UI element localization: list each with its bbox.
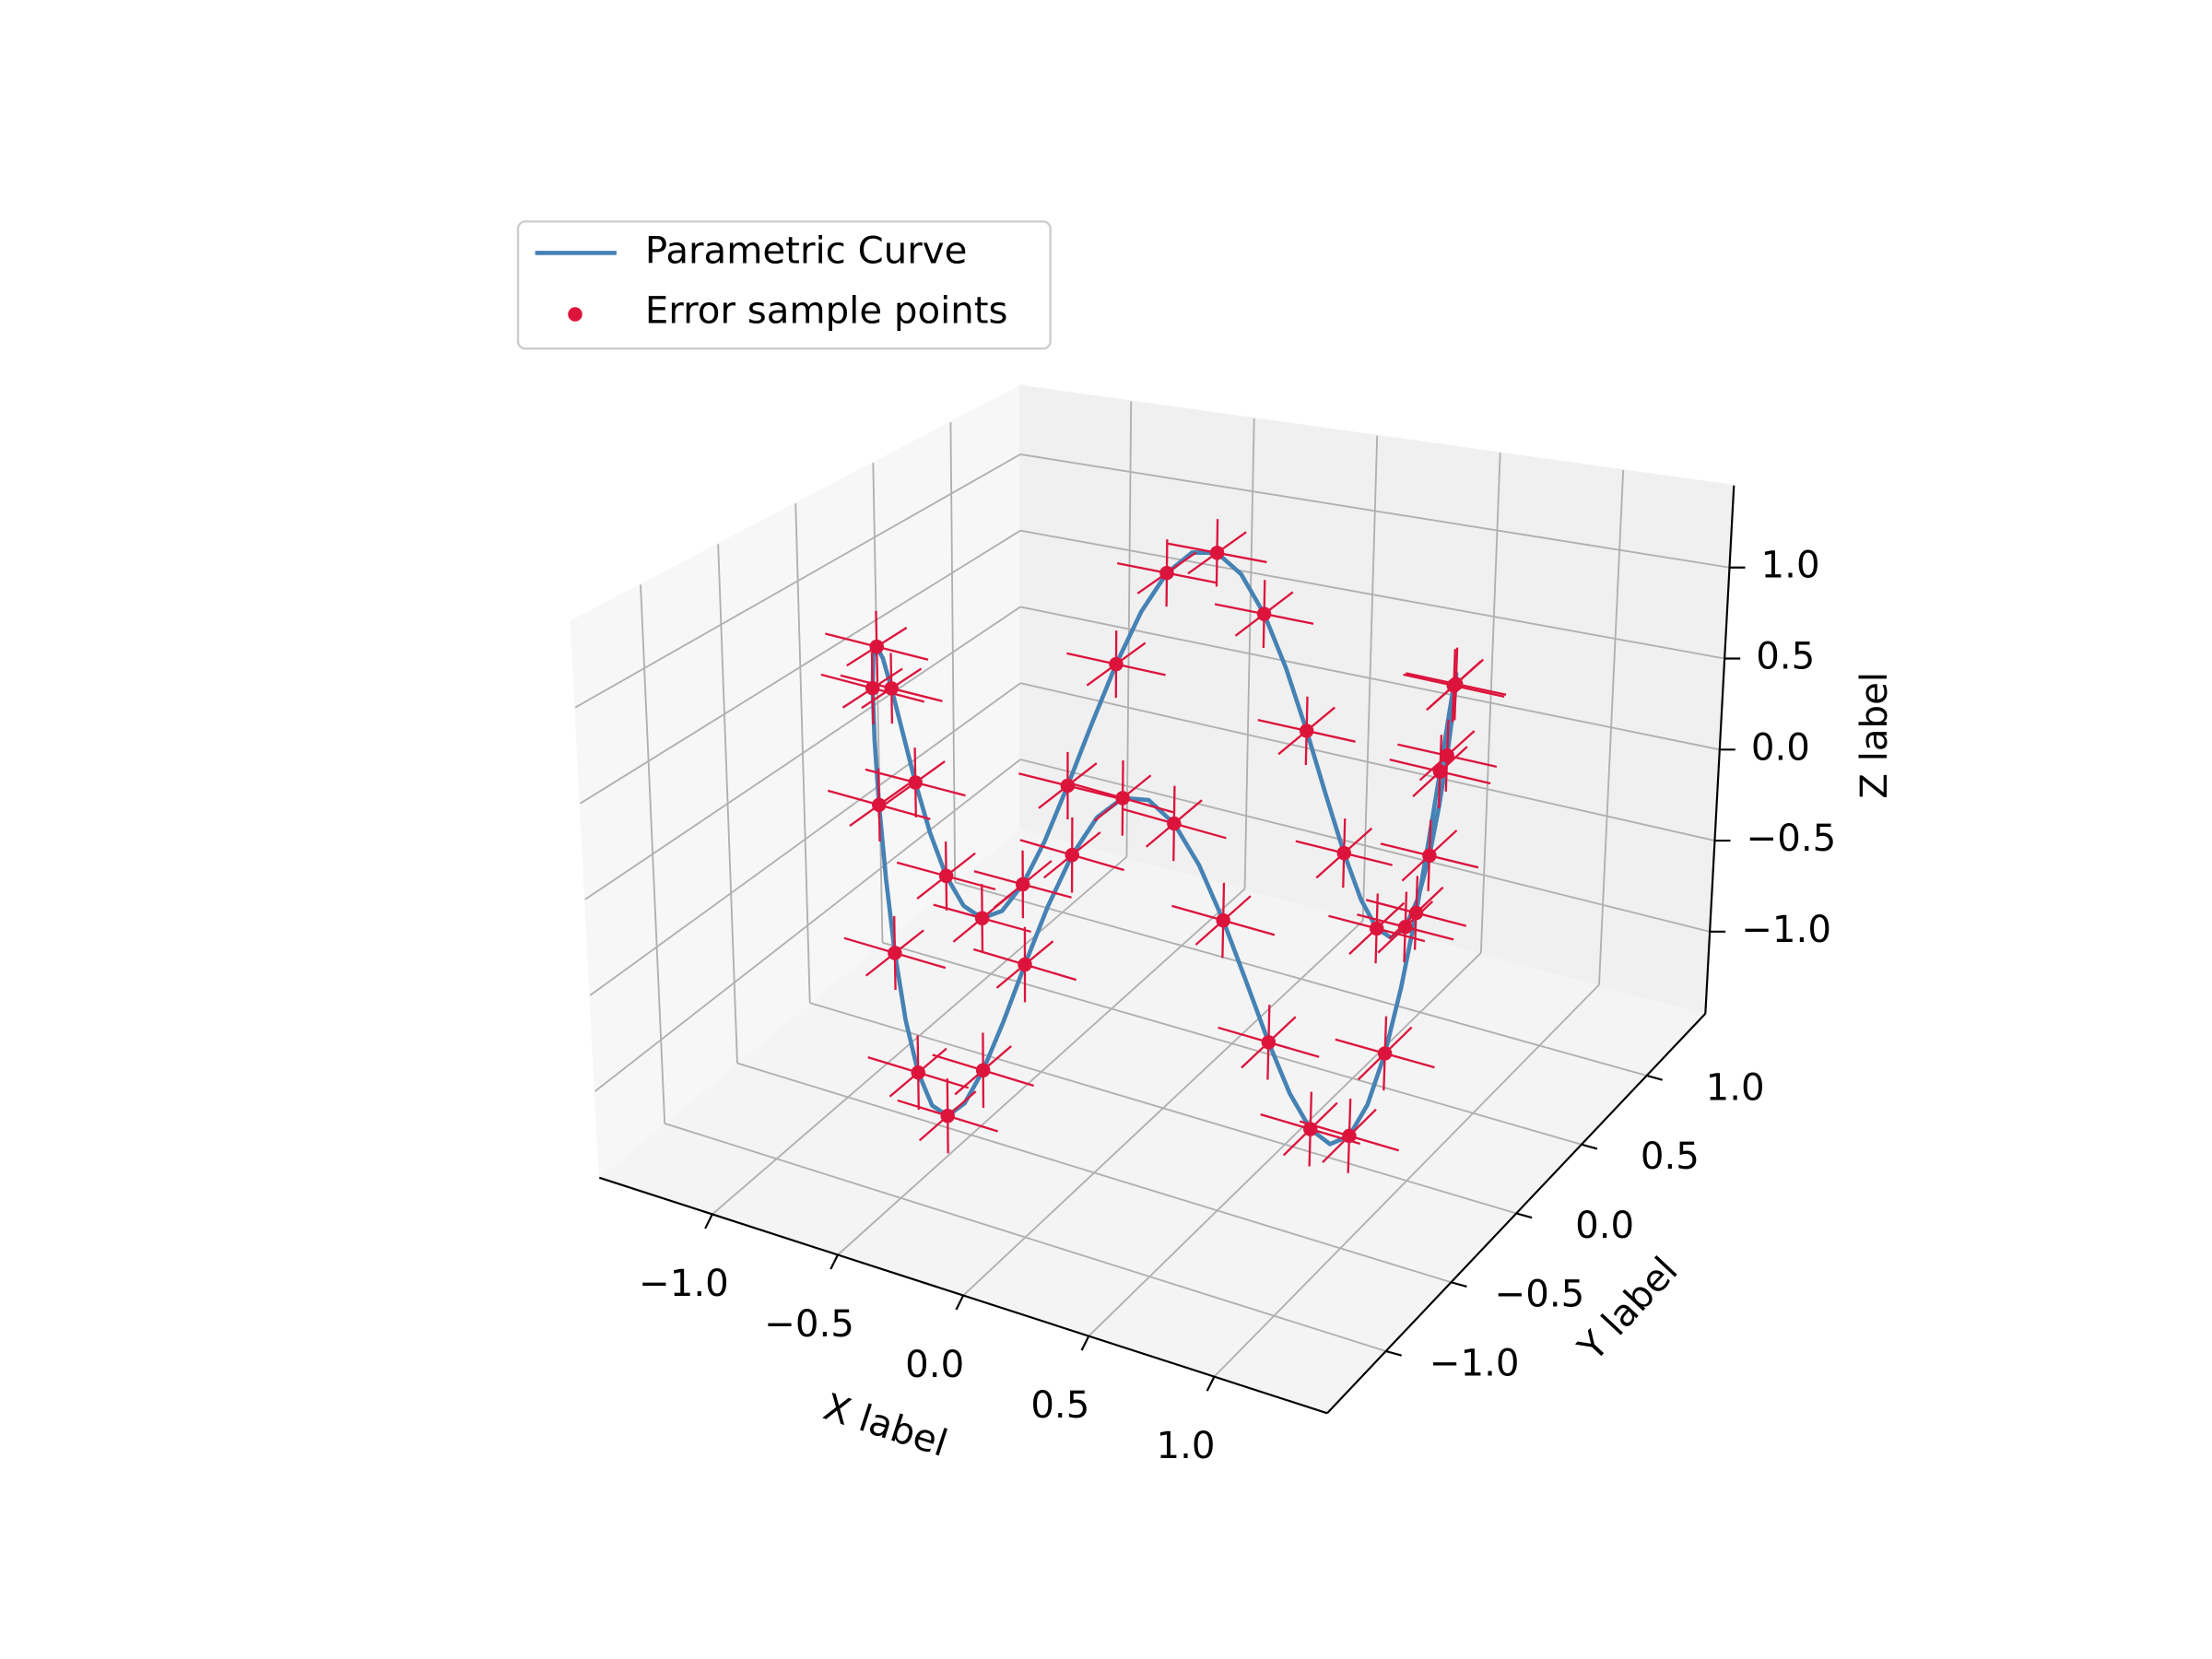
sample-point <box>872 797 887 813</box>
z-tick-label: −1.0 <box>1741 909 1831 951</box>
legend-box <box>516 220 1052 350</box>
sample-point <box>938 868 954 884</box>
x-tick-label: 0.0 <box>905 1344 964 1386</box>
y-tick-label: 0.0 <box>1575 1205 1634 1247</box>
sample-point <box>884 681 899 696</box>
sample-point <box>1422 848 1437 864</box>
sample-point <box>1256 606 1272 621</box>
y-tick-label: −1.0 <box>1430 1342 1520 1384</box>
sample-point <box>1060 778 1076 794</box>
sample-point <box>1216 912 1230 928</box>
sample-point <box>974 911 990 926</box>
y-tick <box>1581 1143 1598 1150</box>
sample-point <box>1377 1046 1393 1061</box>
x-tick-label: −1.0 <box>639 1263 729 1305</box>
grid-line <box>809 1002 1517 1215</box>
sample-point <box>1065 847 1079 863</box>
grid-line <box>589 682 1021 996</box>
y-tick <box>1385 1349 1402 1357</box>
legend: Parametric Curve Error sample points <box>516 220 1052 350</box>
sample-point <box>1299 724 1314 738</box>
z-tick-label: −0.5 <box>1747 818 1837 860</box>
sample-point <box>1209 546 1225 560</box>
sample-point <box>1342 1128 1357 1144</box>
axes: −1.0−0.50.00.51.0−1.0−0.50.00.51.0−1.0−0… <box>598 485 1837 1467</box>
x-tick <box>704 1213 713 1230</box>
sample-point <box>1397 920 1413 935</box>
sample-point <box>940 1108 955 1124</box>
x-tick <box>1080 1335 1090 1351</box>
sample-point <box>1448 677 1464 691</box>
sample-point <box>911 1065 925 1080</box>
y-tick-label: 0.5 <box>1641 1135 1700 1178</box>
y-tick <box>1646 1074 1663 1081</box>
sample-point <box>975 1063 991 1077</box>
legend-label: Parametric Curve <box>645 229 968 272</box>
sample-point <box>1261 1035 1277 1050</box>
sample-point <box>1440 748 1454 763</box>
x-tick-label: 0.5 <box>1030 1384 1089 1427</box>
grid-line <box>1019 453 1730 569</box>
grid-line <box>1019 606 1720 751</box>
grid-line <box>580 529 1021 805</box>
grid-line <box>1019 682 1715 841</box>
sample-point <box>869 639 884 654</box>
sample-point <box>1167 816 1182 831</box>
sample-point <box>865 680 880 696</box>
grid <box>574 401 1730 1378</box>
sample-point <box>1115 791 1130 806</box>
grid-line <box>594 759 1021 1092</box>
grid-line <box>664 1123 1386 1352</box>
z-tick-label: 1.0 <box>1761 545 1820 587</box>
grid-line <box>1019 529 1725 660</box>
x-tick <box>1206 1376 1216 1392</box>
x-tick-label: −0.5 <box>764 1303 854 1346</box>
y-tick-label: −0.5 <box>1495 1274 1585 1316</box>
legend-label: Error sample points <box>645 289 1008 332</box>
y-tick-label: 1.0 <box>1706 1067 1765 1110</box>
sample-point <box>1336 845 1351 861</box>
x-tick <box>955 1295 965 1311</box>
grid-line <box>584 606 1021 900</box>
x-tick-label: 1.0 <box>1156 1425 1215 1467</box>
sample-point <box>1369 921 1384 936</box>
sample-point <box>1303 1122 1318 1136</box>
sample-point <box>1109 656 1124 672</box>
sample-point <box>888 946 902 960</box>
x-tick <box>830 1254 839 1270</box>
sample-point <box>908 775 923 790</box>
y-tick <box>1515 1212 1533 1219</box>
grid-line <box>882 941 1583 1146</box>
sample-point <box>1015 877 1030 892</box>
y-tick <box>1451 1281 1467 1288</box>
legend-swatch <box>568 307 582 322</box>
sample-point <box>1408 905 1424 921</box>
sample-point <box>1159 565 1174 581</box>
sample-point <box>1018 957 1032 972</box>
marks <box>820 519 1507 1173</box>
z-tick-label: 0.0 <box>1751 726 1810 769</box>
z-axis-label: Z label <box>1853 672 1896 799</box>
grid-line <box>574 453 1021 709</box>
grid-line <box>954 881 1647 1077</box>
z-tick-label: 0.5 <box>1756 636 1815 678</box>
sample-point <box>1432 764 1448 779</box>
back-pane <box>1019 384 1735 1015</box>
grid-line <box>736 1062 1452 1284</box>
